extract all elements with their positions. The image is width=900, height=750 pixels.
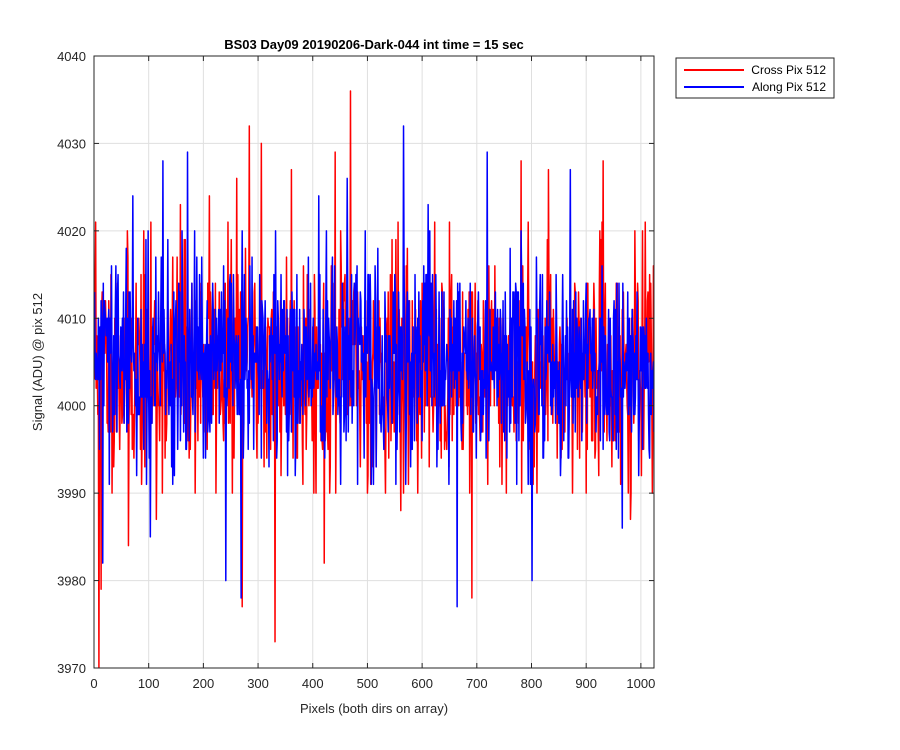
x-tick-label: 300 [247, 676, 269, 691]
y-tick-label: 4020 [57, 224, 86, 239]
series-line-along-pix-512 [94, 125, 654, 608]
legend-label-along: Along Pix 512 [752, 80, 826, 94]
y-tick-label: 3970 [57, 661, 86, 676]
y-tick-label: 4010 [57, 311, 86, 326]
legend-box [675, 57, 835, 99]
y-tick-label: 4030 [57, 136, 86, 151]
x-tick-label: 900 [575, 676, 597, 691]
y-tick-label: 3990 [57, 486, 86, 501]
x-tick-label: 600 [411, 676, 433, 691]
x-tick-label: 500 [357, 676, 379, 691]
legend-label-cross: Cross Pix 512 [751, 63, 826, 77]
x-axis-ticks: 0 100 200 300 400 500 600 700 800 900 1000 [90, 56, 655, 691]
y-tick-label: 3980 [57, 574, 86, 589]
chart-title: BS03 Day09 20190206-Dark-044 int time = … [224, 37, 524, 52]
x-tick-label: 200 [193, 676, 215, 691]
plot-frame [93, 55, 655, 669]
x-tick-label: 1000 [626, 676, 655, 691]
y-tick-label: 4000 [57, 399, 86, 414]
y-axis-label: Signal (ADU) @ pix 512 [30, 293, 45, 431]
x-tick-label: 100 [138, 676, 160, 691]
y-axis-ticks: 3970 3980 3990 4000 4010 4020 4030 4040 [57, 49, 654, 676]
x-tick-label: 0 [90, 676, 97, 691]
x-tick-label: 800 [521, 676, 543, 691]
x-axis-label: Pixels (both dirs on array) [300, 701, 448, 716]
x-tick-label: 700 [466, 676, 488, 691]
series-layer [94, 90, 654, 668]
x-tick-label: 400 [302, 676, 324, 691]
y-tick-label: 4040 [57, 49, 86, 64]
legend: Cross Pix 512 Along Pix 512 [675, 57, 835, 99]
